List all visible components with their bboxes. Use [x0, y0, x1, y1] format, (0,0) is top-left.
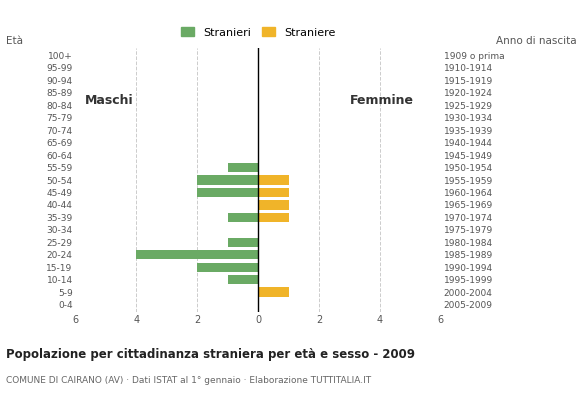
Bar — [228, 275, 258, 284]
Bar — [136, 250, 258, 259]
Bar — [197, 175, 258, 185]
Bar — [258, 200, 289, 210]
Bar — [258, 175, 289, 185]
Bar — [258, 213, 289, 222]
Text: COMUNE DI CAIRANO (AV) · Dati ISTAT al 1° gennaio · Elaborazione TUTTITALIA.IT: COMUNE DI CAIRANO (AV) · Dati ISTAT al 1… — [6, 376, 371, 385]
Text: Età: Età — [6, 36, 23, 46]
Bar — [258, 188, 289, 197]
Bar — [228, 213, 258, 222]
Text: Popolazione per cittadinanza straniera per età e sesso - 2009: Popolazione per cittadinanza straniera p… — [6, 348, 415, 361]
Bar — [197, 188, 258, 197]
Text: Anno di nascita: Anno di nascita — [496, 36, 577, 46]
Text: Maschi: Maschi — [85, 94, 133, 107]
Bar — [228, 163, 258, 172]
Bar — [258, 288, 289, 297]
Legend: Stranieri, Straniere: Stranieri, Straniere — [181, 27, 335, 38]
Bar — [228, 238, 258, 247]
Bar — [197, 262, 258, 272]
Text: Femmine: Femmine — [349, 94, 414, 107]
